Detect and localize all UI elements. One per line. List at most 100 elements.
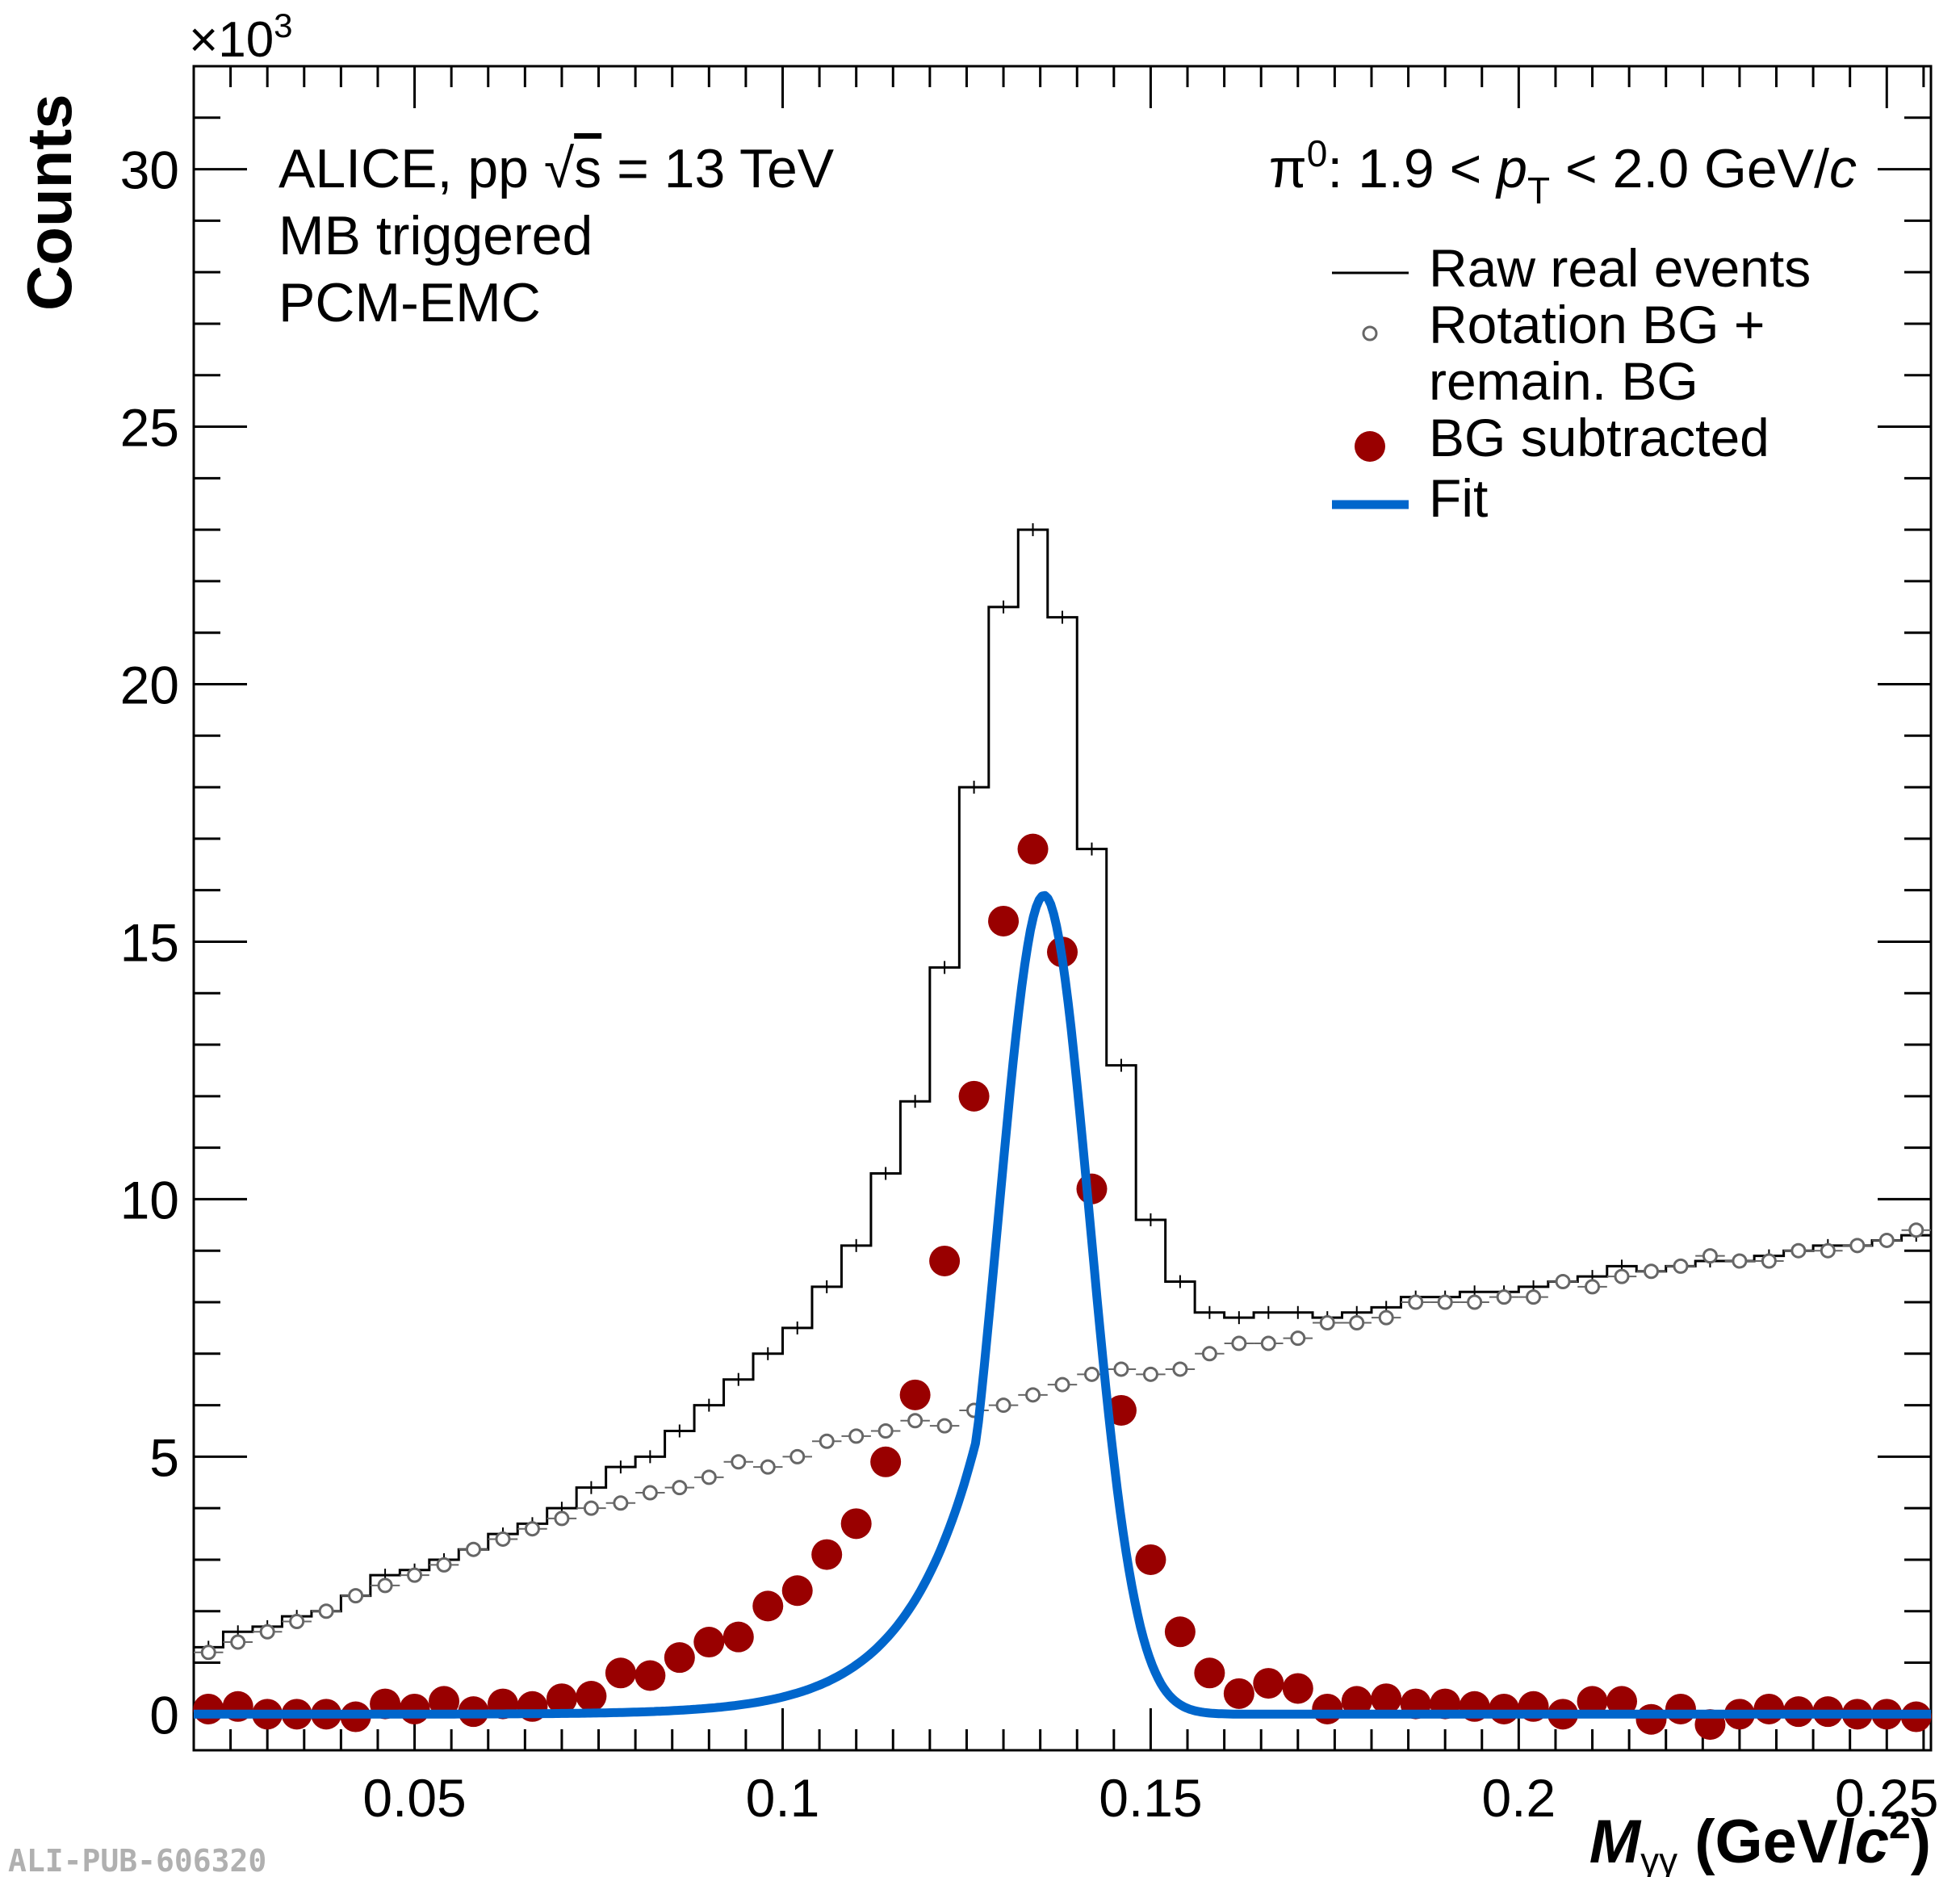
- subtracted-point: [840, 1508, 872, 1540]
- x-axis-label: Mγγ (GeV/c2): [1589, 1804, 1931, 1877]
- x-tick-label: 0.1: [746, 1768, 820, 1828]
- series-rotation-bg: [194, 1222, 1931, 1661]
- subtracted-point: [429, 1686, 460, 1717]
- subtracted-point: [193, 1693, 224, 1724]
- bg-point: [1820, 1242, 1836, 1259]
- y-axis-label: Counts: [14, 94, 85, 311]
- bg-point: [1290, 1330, 1306, 1347]
- subtracted-point: [1635, 1703, 1667, 1735]
- annotation-trigger: MB triggered: [279, 205, 593, 266]
- subtracted-point: [1164, 1616, 1196, 1648]
- series-raw-real-events: [194, 523, 1931, 1654]
- subtracted-point: [1665, 1693, 1696, 1724]
- subtracted-point: [958, 1080, 990, 1112]
- subtracted-point: [664, 1642, 695, 1674]
- annotation-method: PCM-EMC: [279, 272, 541, 333]
- bg-point: [1878, 1232, 1895, 1248]
- bg-point: [1349, 1315, 1365, 1331]
- subtracted-point: [1105, 1394, 1137, 1426]
- bg-point: [936, 1418, 953, 1434]
- x-tick-label: 0.15: [1099, 1768, 1202, 1828]
- subtracted-point: [576, 1681, 607, 1712]
- bg-point: [1761, 1253, 1777, 1269]
- bg-point: [760, 1459, 776, 1475]
- bg-point: [1113, 1361, 1129, 1377]
- bg-point: [819, 1433, 835, 1449]
- y-tick-label: 15: [120, 912, 179, 972]
- bg-point: [1172, 1361, 1188, 1377]
- subtracted-point: [1223, 1678, 1254, 1709]
- bg-point: [1142, 1366, 1158, 1382]
- bg-point: [1496, 1289, 1512, 1305]
- subtracted-point: [988, 905, 1020, 936]
- subtracted-point: [752, 1590, 784, 1622]
- subtracted-point: [899, 1379, 931, 1410]
- plot-border: [192, 65, 1933, 1752]
- series-bg-subtracted: [193, 833, 1932, 1741]
- bg-point: [613, 1495, 629, 1511]
- bg-point: [1790, 1242, 1807, 1259]
- subtracted-point: [1282, 1673, 1313, 1704]
- bg-point: [848, 1428, 865, 1444]
- bg-point: [731, 1454, 747, 1470]
- bg-point: [318, 1603, 334, 1619]
- subtracted-point: [605, 1657, 636, 1689]
- bg-point: [200, 1644, 216, 1661]
- legend-label-fit: Fit: [1429, 468, 1488, 528]
- subtracted-point: [1253, 1668, 1284, 1699]
- y-axis-ticks: 0 5 10 15 20 25 30: [120, 116, 1931, 1745]
- legend-label-bg: Rotation BG +: [1429, 295, 1765, 354]
- x-tick-label: 0.05: [362, 1768, 466, 1828]
- bg-point: [907, 1413, 923, 1429]
- subtracted-point: [1606, 1686, 1638, 1717]
- subtracted-point: [546, 1683, 577, 1715]
- legend-symbol-sub: [1355, 431, 1385, 462]
- bg-point: [554, 1510, 570, 1527]
- bg-point: [1231, 1335, 1247, 1351]
- bg-point: [524, 1521, 540, 1537]
- bg-point: [1408, 1294, 1424, 1310]
- bg-point: [1260, 1335, 1276, 1351]
- bg-point: [877, 1422, 894, 1439]
- subtracted-point: [811, 1539, 843, 1570]
- bg-point: [1319, 1315, 1335, 1331]
- x-axis-ticks: 0.05 0.1 0.15 0.2 0.25: [229, 66, 1939, 1828]
- subtracted-point: [1312, 1693, 1343, 1724]
- subtracted-point: [1017, 833, 1049, 865]
- bg-point: [348, 1588, 364, 1604]
- bg-point: [672, 1480, 688, 1496]
- bg-point: [1437, 1294, 1453, 1310]
- bg-point: [1702, 1248, 1718, 1264]
- bg-point: [1908, 1222, 1924, 1238]
- subtracted-point: [929, 1245, 961, 1276]
- plot-frame: [192, 65, 1933, 1752]
- bg-point: [1732, 1253, 1748, 1269]
- bg-point: [1673, 1258, 1689, 1274]
- bg-point: [1083, 1366, 1099, 1382]
- subtracted-point: [1371, 1683, 1402, 1715]
- legend-symbol-bg: [1362, 325, 1378, 341]
- bg-point: [436, 1556, 452, 1573]
- y-tick-label: 30: [120, 140, 179, 200]
- subtracted-point: [1489, 1693, 1520, 1724]
- legend: Raw real events Rotation BG + remain. BG…: [1332, 238, 1811, 528]
- bg-point: [1849, 1238, 1866, 1254]
- bg-point: [1201, 1346, 1217, 1362]
- subtracted-point: [693, 1627, 725, 1658]
- subtracted-point: [1341, 1686, 1372, 1717]
- bg-point: [642, 1485, 658, 1501]
- subtracted-point: [1753, 1693, 1785, 1724]
- bg-point: [701, 1469, 717, 1485]
- x-tick-label: 0.2: [1481, 1768, 1556, 1828]
- y-tick-label: 0: [149, 1685, 179, 1745]
- bg-point: [495, 1531, 511, 1547]
- bg-point: [1614, 1268, 1630, 1284]
- bg-point: [259, 1624, 275, 1640]
- x-tick-label: 0.25: [1835, 1768, 1938, 1828]
- bg-point: [583, 1500, 599, 1516]
- subtracted-point: [1135, 1544, 1166, 1575]
- legend-label-raw: Raw real events: [1429, 238, 1811, 298]
- y-tick-label: 10: [120, 1170, 179, 1230]
- y-tick-label: 20: [120, 656, 179, 715]
